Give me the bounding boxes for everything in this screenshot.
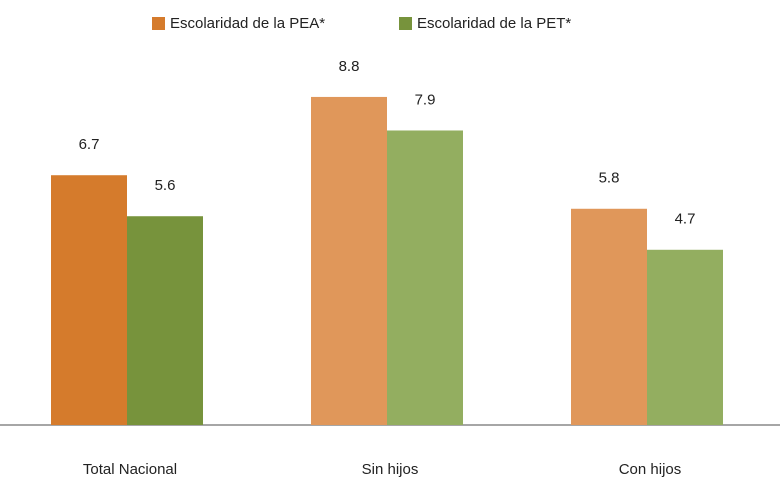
data-label: 7.9 xyxy=(415,91,436,108)
bar xyxy=(387,130,463,425)
bar xyxy=(571,208,647,425)
x-tick-label: Total Nacional xyxy=(83,461,177,478)
bar xyxy=(311,96,387,426)
bar xyxy=(647,249,723,425)
data-label: 5.6 xyxy=(155,177,176,194)
data-label: 8.8 xyxy=(339,58,360,75)
legend-label: Escolaridad de la PEA* xyxy=(170,15,325,32)
data-label: 6.7 xyxy=(79,136,100,153)
bar xyxy=(51,175,127,425)
data-label: 4.7 xyxy=(675,211,696,228)
legend-label: Escolaridad de la PET* xyxy=(417,15,571,32)
bar xyxy=(127,216,203,425)
legend-swatch xyxy=(152,17,165,30)
x-tick-label: Sin hijos xyxy=(362,461,419,478)
x-tick-label: Con hijos xyxy=(619,461,682,478)
legend-swatch xyxy=(399,17,412,30)
data-label: 5.8 xyxy=(599,170,620,187)
